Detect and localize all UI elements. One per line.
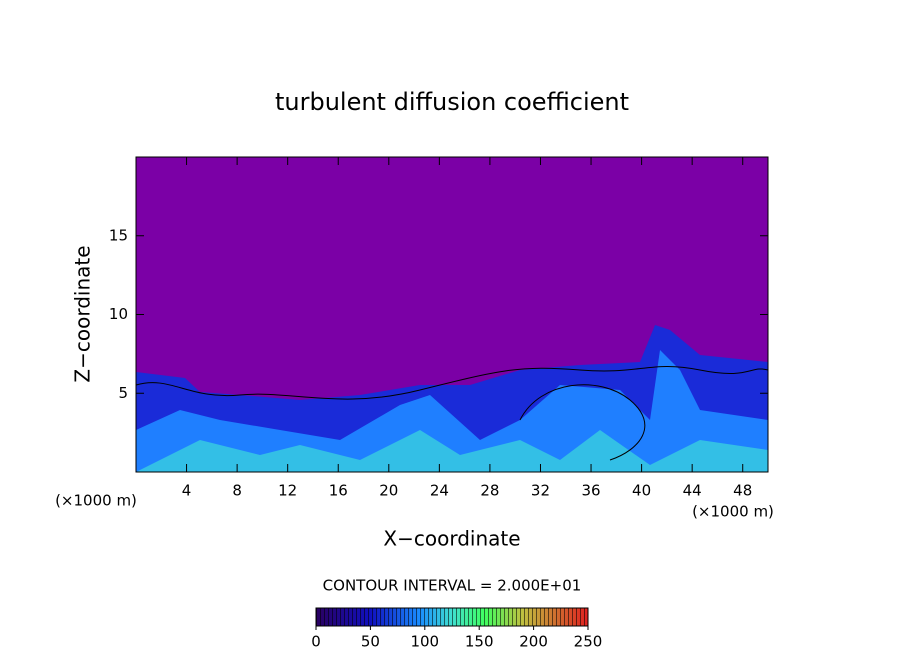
x-tick-label: 28: [480, 482, 499, 500]
colorbar-tick-label: 100: [410, 633, 439, 651]
contour-interval: CONTOUR INTERVAL = 2.000E+01: [323, 577, 582, 595]
x-tick-label: 8: [232, 482, 242, 500]
y-tick-label: 15: [109, 226, 128, 244]
x-tick-label: 20: [379, 482, 398, 500]
chart-title: turbulent diffusion coefficient: [275, 88, 629, 116]
x-tick-label: 40: [632, 482, 651, 500]
x-unit-label: (×1000 m): [692, 503, 774, 521]
colorbar-tick-label: 150: [465, 633, 494, 651]
y-tick-label: 10: [109, 305, 128, 323]
y-tick-label: 5: [118, 384, 128, 402]
x-unit-label: (×1000 m): [55, 492, 137, 510]
x-tick-label: 48: [733, 482, 752, 500]
x-tick-label: 32: [531, 482, 550, 500]
colorbar-tick-label: 200: [519, 633, 548, 651]
x-tick-label: 36: [581, 482, 600, 500]
field: [136, 157, 768, 472]
x-tick-label: 24: [430, 482, 449, 500]
x-tick-label: 16: [329, 482, 348, 500]
colorbar-tick-label: 0: [311, 633, 321, 651]
colorbar-frame: [315, 607, 589, 627]
x-tick-label: 12: [278, 482, 297, 500]
colorbar-contours: [316, 608, 588, 626]
y-axis-label: Z−coordinate: [71, 245, 95, 382]
x-tick-label: 4: [182, 482, 192, 500]
colorbar-tick-label: 250: [574, 633, 603, 651]
x-tick-label: 44: [683, 482, 702, 500]
colorbar-tick-label: 50: [361, 633, 380, 651]
x-axis-label: X−coordinate: [383, 527, 520, 551]
